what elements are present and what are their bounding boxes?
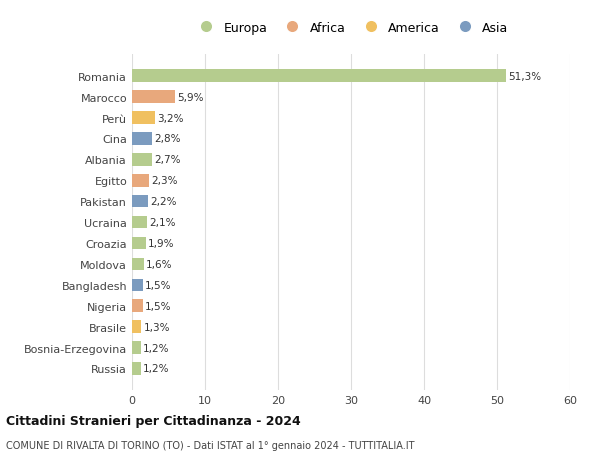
Text: 2,8%: 2,8%: [155, 134, 181, 144]
Text: 1,2%: 1,2%: [143, 364, 169, 374]
Bar: [132, 237, 146, 250]
Bar: [132, 321, 142, 333]
Text: 2,2%: 2,2%: [150, 197, 177, 207]
Legend: Europa, Africa, America, Asia: Europa, Africa, America, Asia: [190, 18, 512, 38]
Text: 1,3%: 1,3%: [143, 322, 170, 332]
Text: 2,7%: 2,7%: [154, 155, 181, 165]
Bar: [132, 196, 148, 208]
Text: 2,3%: 2,3%: [151, 176, 178, 186]
Text: 51,3%: 51,3%: [509, 72, 542, 82]
Text: 1,9%: 1,9%: [148, 239, 175, 248]
Bar: [132, 363, 141, 375]
Bar: [132, 216, 148, 229]
Bar: [132, 91, 175, 104]
Text: 3,2%: 3,2%: [158, 113, 184, 123]
Text: 1,5%: 1,5%: [145, 280, 172, 290]
Text: 1,5%: 1,5%: [145, 301, 172, 311]
Bar: [132, 258, 143, 271]
Bar: [132, 341, 141, 354]
Bar: [132, 300, 143, 312]
Bar: [132, 174, 149, 187]
Text: 1,6%: 1,6%: [146, 259, 172, 269]
Text: COMUNE DI RIVALTA DI TORINO (TO) - Dati ISTAT al 1° gennaio 2024 - TUTTITALIA.IT: COMUNE DI RIVALTA DI TORINO (TO) - Dati …: [6, 440, 415, 450]
Text: 1,2%: 1,2%: [143, 343, 169, 353]
Bar: [132, 70, 506, 83]
Text: 5,9%: 5,9%: [177, 92, 204, 102]
Bar: [132, 112, 155, 124]
Text: Cittadini Stranieri per Cittadinanza - 2024: Cittadini Stranieri per Cittadinanza - 2…: [6, 414, 301, 427]
Bar: [132, 154, 152, 166]
Bar: [132, 133, 152, 146]
Bar: [132, 279, 143, 291]
Text: 2,1%: 2,1%: [149, 218, 176, 228]
